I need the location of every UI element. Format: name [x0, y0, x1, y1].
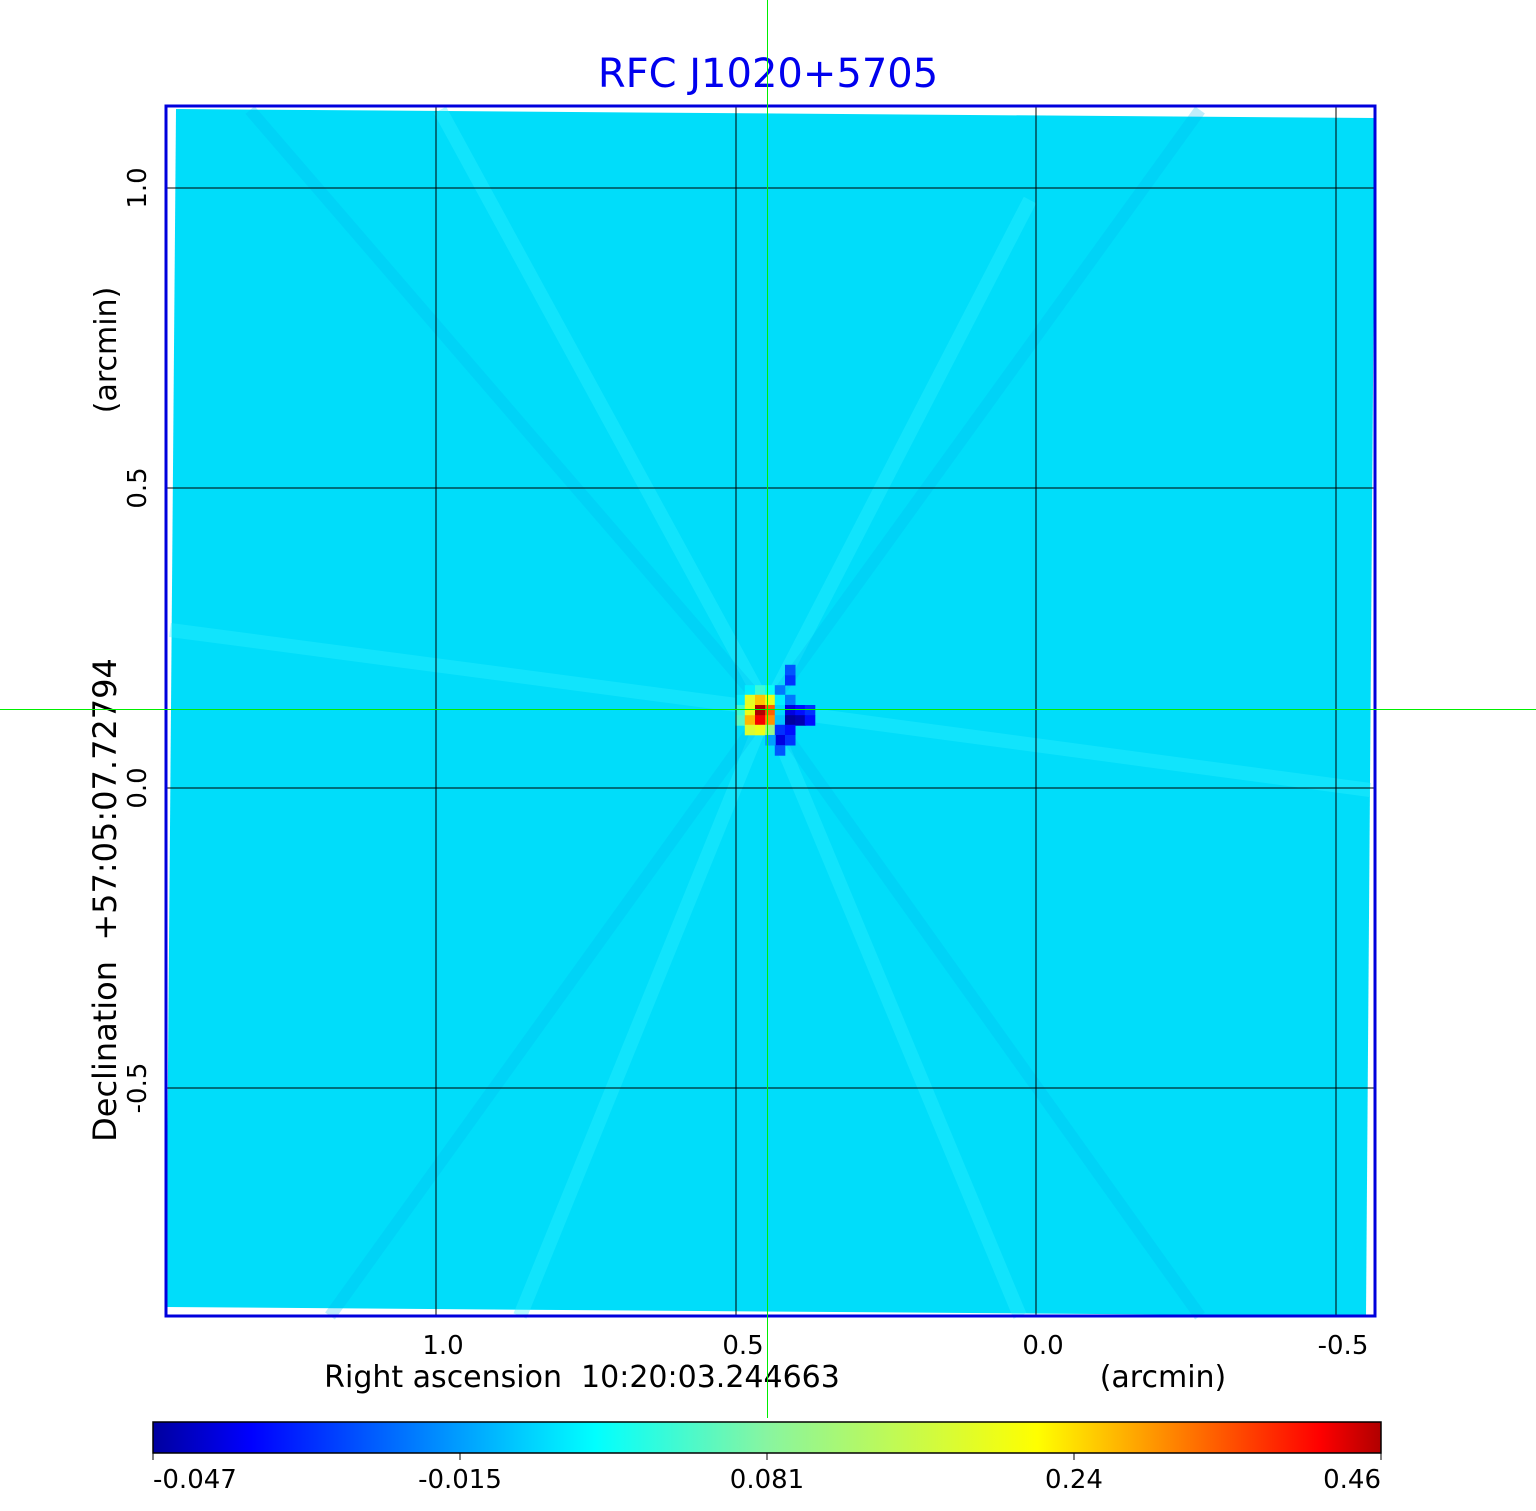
colorbar-tick-label: 0.24: [1045, 1465, 1103, 1495]
map-pixel: [795, 715, 806, 726]
map-pixel: [774, 704, 786, 716]
map-pixel: [784, 724, 796, 736]
colorbar-tick-label: 0.081: [730, 1465, 804, 1495]
map-pixel: [804, 704, 816, 716]
map-pixel: [754, 694, 766, 706]
y-tick-label: 1.0: [123, 167, 153, 208]
x-tick-label: 1.0: [422, 1331, 463, 1361]
map-pixel: [774, 685, 786, 696]
map-pixel: [774, 694, 786, 706]
y-axis-label: Declination +57:05:07.72794: [86, 658, 124, 1142]
map-pixel: [754, 715, 766, 726]
map-pixel: [744, 704, 756, 716]
x-axis-unit: (arcmin): [1100, 1360, 1227, 1395]
map-pixel: [765, 715, 776, 726]
map-pixel: [765, 724, 776, 736]
colorbar-gradient: [152, 1421, 1382, 1454]
map-pixel: [784, 704, 796, 716]
colorbar: -0.047 -0.015 0.081 0.24 0.46: [152, 1421, 1382, 1495]
map-pixel: [735, 715, 746, 726]
x-axis-label: Right ascension 10:20:03.244663: [324, 1360, 840, 1395]
map-pixel: [744, 694, 756, 706]
map-pixel: [744, 685, 756, 696]
map-pixel: [774, 724, 786, 736]
sidelobe-streaks-dark: [245, 106, 1205, 1320]
colorbar-tick-label: -0.015: [418, 1465, 502, 1495]
map-pixel: [774, 745, 786, 756]
map-pixel: [795, 704, 806, 716]
map-pixel: [784, 694, 796, 706]
y-axis-unit: (arcmin): [89, 287, 124, 414]
x-tick-label: -0.5: [1318, 1331, 1369, 1361]
x-tick-label: 0.5: [722, 1331, 763, 1361]
sidelobe-streaks: [169, 106, 1371, 1319]
map-pixel: [744, 724, 756, 736]
map-pixel: [765, 704, 776, 716]
map-pixel: [765, 694, 776, 706]
colorbar-tick-label: -0.047: [153, 1465, 237, 1495]
map-pixel: [735, 694, 746, 706]
x-tick-label: 0.0: [1022, 1331, 1063, 1361]
map-pixel: [774, 715, 786, 726]
map-pixel: [765, 685, 776, 696]
map-pixel: [754, 724, 766, 736]
colorbar-tick-label: 0.46: [1323, 1465, 1381, 1495]
map-pixel: [754, 704, 766, 716]
map-pixel: [804, 715, 816, 726]
y-tick-label: -0.5: [123, 1063, 153, 1114]
map-pixel: [754, 685, 766, 696]
map-pixel: [774, 734, 786, 746]
map-pixel: [765, 734, 776, 746]
map-pixel: [744, 715, 756, 726]
y-tick-label: 0.5: [123, 467, 153, 508]
map-pixel: [784, 715, 796, 726]
map-pixel: [735, 704, 746, 716]
y-tick-label: 0.0: [123, 767, 153, 808]
plot-frame: [164, 104, 1377, 1318]
map-pixel: [784, 734, 796, 746]
plot-area: [164, 104, 1377, 1320]
map-pixel: [784, 674, 796, 686]
map-pixel: [784, 664, 796, 676]
